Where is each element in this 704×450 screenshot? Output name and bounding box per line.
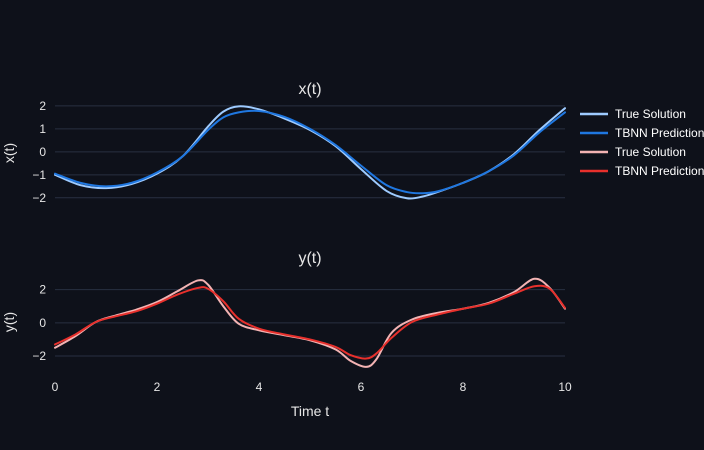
- legend-label-3: TBNN Prediction: [615, 164, 704, 178]
- y-tick-label-y-0: 2: [39, 283, 46, 297]
- legend-label-2: True Solution: [615, 145, 686, 159]
- x-tick-label-1: 2: [154, 380, 161, 394]
- y-tick-label-x-1: 1: [39, 122, 46, 136]
- y-tick-label-y-2: −2: [32, 349, 46, 363]
- x-axis-title: Time t: [291, 403, 329, 419]
- y-axis-title-y: y(t): [1, 312, 17, 332]
- subplot-x: 2 1 0 −1 −2 x(t) x(t): [1, 81, 566, 205]
- x-tick-label-0: 0: [52, 380, 59, 394]
- legend-item-0[interactable]: True Solution: [580, 107, 686, 121]
- legend-item-1[interactable]: TBNN Prediction: [580, 126, 704, 140]
- y-tick-label-x-2: 0: [39, 145, 46, 159]
- series-line-y-1: [54, 284, 566, 360]
- subplot-y: 2 0 −2 y(t) y(t): [1, 250, 566, 368]
- legend-label-1: TBNN Prediction: [615, 126, 704, 140]
- series-line-x-1: [54, 109, 566, 195]
- x-tick-label-5: 10: [558, 380, 572, 394]
- legend-label-0: True Solution: [615, 107, 686, 121]
- y-tick-label-x-4: −2: [32, 191, 46, 205]
- y-tick-label-y-1: 0: [39, 316, 46, 330]
- x-tick-label-3: 6: [358, 380, 365, 394]
- y-tick-label-x-0: 2: [39, 99, 46, 113]
- y-tick-label-x-3: −1: [32, 168, 46, 182]
- legend[interactable]: True Solution TBNN Prediction True Solutio…: [580, 107, 704, 178]
- y-axis-title-x: x(t): [1, 143, 17, 163]
- subplot-title-y: y(t): [298, 250, 321, 267]
- legend-item-3[interactable]: TBNN Prediction: [580, 164, 704, 178]
- legend-item-2[interactable]: True Solution: [580, 145, 686, 159]
- subplot-title-x: x(t): [298, 81, 321, 98]
- series-line-x-0: [54, 105, 566, 200]
- x-tick-label-4: 8: [460, 380, 467, 394]
- x-tick-label-2: 4: [256, 380, 263, 394]
